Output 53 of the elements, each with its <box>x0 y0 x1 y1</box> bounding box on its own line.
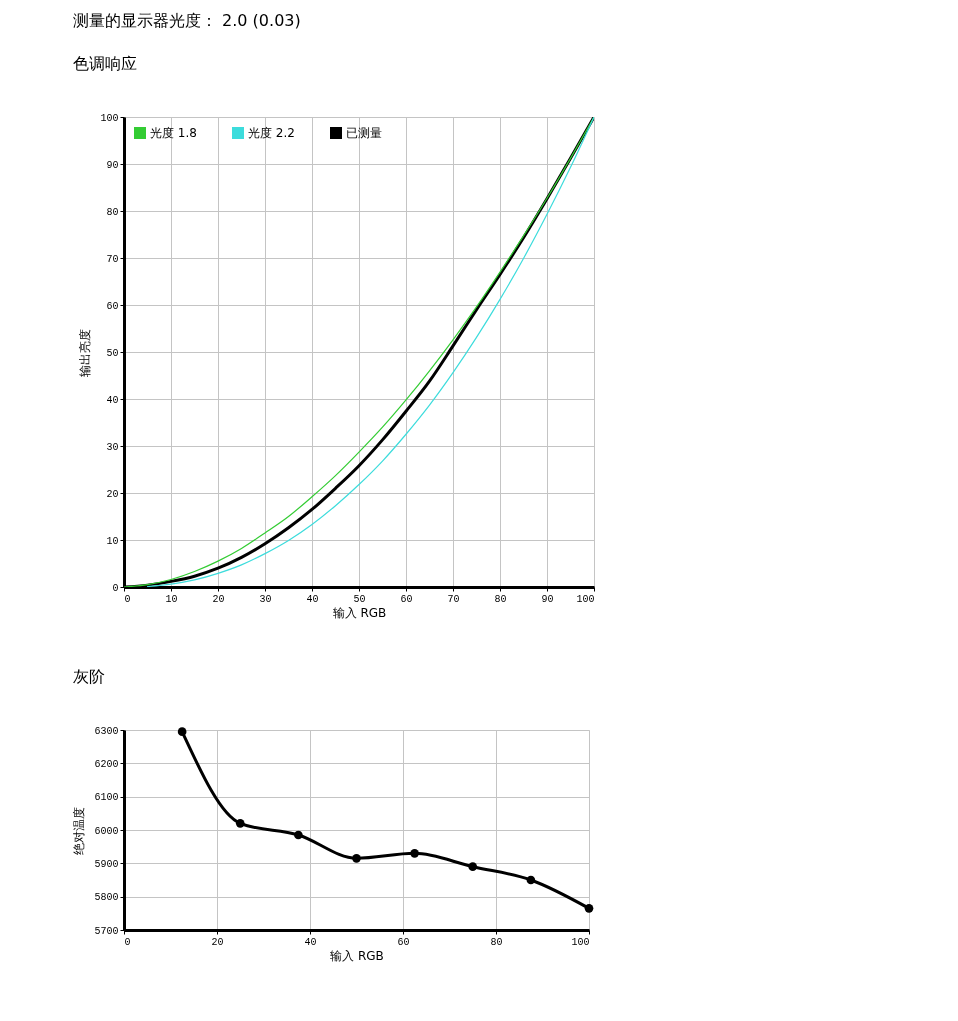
legend-label: 光度 2.2 <box>248 126 295 140</box>
y-tick-label: 80 <box>106 206 119 218</box>
point <box>294 830 303 840</box>
point <box>177 727 187 736</box>
y-tick-label: 6200 <box>94 758 119 770</box>
y-tick-label: 5900 <box>94 858 119 870</box>
x-tick-label: 30 <box>259 593 272 605</box>
x-axis-title: 输入 RGB <box>332 605 387 620</box>
x-tick-label: 80 <box>494 593 507 605</box>
point <box>526 875 536 885</box>
y-tick-label: 100 <box>100 112 119 124</box>
y-tick-label: 20 <box>106 488 119 500</box>
x-tick-label: 100 <box>571 936 590 948</box>
y-tick-label: 90 <box>106 159 119 171</box>
y-tick-label: 40 <box>106 394 119 406</box>
y-tick-label: 50 <box>106 347 119 359</box>
x-tick-label: 40 <box>306 593 319 605</box>
point <box>410 849 419 858</box>
chart-title: 灰阶 <box>73 667 105 686</box>
point <box>468 862 478 871</box>
text: 测量的显示器光度： 2.0 (0.03) <box>73 11 301 30</box>
y-tick-label: 60 <box>106 300 119 312</box>
y-tick-label: 30 <box>106 441 119 453</box>
legend-label: 已测量 <box>346 126 382 140</box>
x-tick-label: 60 <box>400 593 413 605</box>
x-tick-label: 20 <box>212 593 225 605</box>
x-tick-label: 70 <box>447 593 460 605</box>
x-tick-label: 0 <box>124 936 131 948</box>
point <box>352 854 361 863</box>
y-tick-label: 5800 <box>94 892 119 904</box>
y-tick-label: 6000 <box>94 825 119 837</box>
x-tick-label: 0 <box>124 593 131 605</box>
x-tick-label: 60 <box>397 936 410 948</box>
y-axis-title: 输出亮度 <box>78 328 93 377</box>
x-tick-label: 40 <box>304 936 317 948</box>
x-tick-label: 90 <box>541 593 554 605</box>
x-tick-label: 10 <box>165 593 178 605</box>
x-tick-label: 50 <box>353 593 366 605</box>
legend-label: 光度 1.8 <box>150 126 197 140</box>
y-tick-label: 6100 <box>94 792 119 804</box>
y-tick-label: 70 <box>106 253 119 265</box>
y-tick-label: 6300 <box>94 725 119 737</box>
y-tick-label: 5700 <box>94 925 119 937</box>
x-axis-title: 输入 RGB <box>330 948 384 963</box>
chart-title: 色调响应 <box>73 54 137 73</box>
x-tick-label: 20 <box>211 936 224 948</box>
point <box>584 904 594 913</box>
y-tick-label: 10 <box>106 535 119 547</box>
y-tick-label: 0 <box>112 582 119 594</box>
point <box>235 819 245 828</box>
x-tick-label: 80 <box>490 936 503 948</box>
x-tick-label: 100 <box>576 593 595 605</box>
y-axis-title: 绝对温度 <box>72 806 87 855</box>
